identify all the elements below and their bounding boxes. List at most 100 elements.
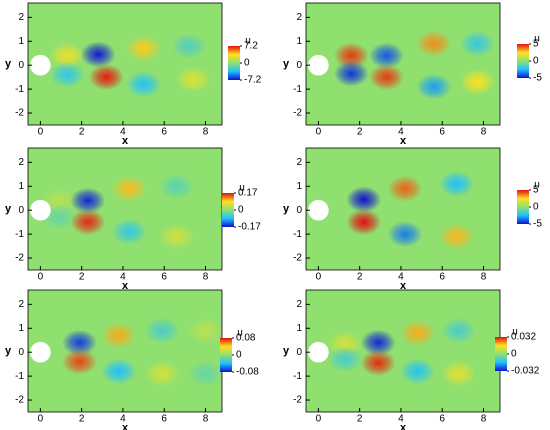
colorbar [222,193,234,227]
colorbar-tick-label: 0 [533,202,539,213]
y-tick-label: -2 [15,253,24,264]
cylinder [308,54,329,76]
cylinder [308,199,329,221]
y-tick-label: 2 [18,12,24,23]
colorbar-title: u [534,34,540,45]
x-tick-label: 6 [161,127,167,138]
x-tick-label: 6 [439,127,445,138]
plot-background [28,290,222,412]
contour-peak [187,317,222,344]
contour-peak [49,61,85,88]
y-tick-label: 0 [18,347,24,358]
field [30,173,195,250]
y-tick-label: 0 [296,347,302,358]
x-tick-label: 4 [120,272,126,283]
x-tick-label: 6 [161,414,167,425]
colorbar-tick-label: 0.17 [238,188,258,199]
colorbar [220,338,232,372]
x-tick-label: 0 [316,414,322,425]
colorbar-tick-label: -5 [533,219,542,230]
y-tick-label: 2 [296,157,302,168]
field [308,317,477,387]
y-tick-label: 2 [18,299,24,310]
contour-peak [111,218,147,245]
y-axis-label: y [5,203,12,215]
contour-peak [144,360,180,387]
y-tick-label: -2 [293,253,302,264]
y-tick-label: 0 [296,60,302,71]
contour-peak [399,319,435,347]
y-tick-label: 1 [18,36,24,47]
plot-frame [27,2,223,126]
y-tick-label: -2 [293,395,302,406]
contour-peak [346,186,382,213]
contour-peak [441,360,477,387]
colorbar-title: u [534,180,540,191]
colorbar-tick-label: 0.08 [236,333,256,344]
x-tick-label: 2 [79,127,85,138]
contour-peak [327,346,363,373]
x-tick-label: 0 [38,272,44,283]
cylinder [30,341,51,363]
colorbar-tick-label: 0 [533,56,539,67]
x-axis-label: x [122,280,129,292]
x-tick-label: 6 [161,272,167,283]
contour-peak [439,223,475,250]
y-tick-label: -1 [15,229,24,240]
x-tick-label: 2 [79,414,85,425]
contour-peak [441,317,477,344]
y-axis-label: y [283,203,290,215]
contour-peak [459,68,495,96]
contour-peak [360,349,396,377]
contour-peak [159,223,195,250]
x-tick-label: 0 [38,127,44,138]
contour-peak [187,360,222,387]
contour-peak [70,209,106,236]
x-tick-label: 0 [38,414,44,425]
colorbar [228,46,240,80]
contour-peak [175,66,211,93]
contour-peak [111,175,147,202]
y-tick-label: 1 [18,323,24,334]
field [308,30,495,100]
y-tick-label: 2 [18,157,24,168]
contour-peak [368,64,405,91]
field [30,32,211,98]
colorbar-title: u [245,36,251,47]
y-tick-label: 1 [296,36,302,47]
x-tick-label: 4 [398,414,404,425]
x-tick-label: 4 [398,127,404,138]
colorbar-title: u [237,328,243,339]
y-tick-label: -1 [293,84,302,95]
contour-peak [88,64,124,91]
plot-background [306,148,500,270]
x-axis-label: x [400,135,407,147]
colorbar-tick-label: 7.2 [244,41,258,52]
y-tick-label: 1 [296,181,302,192]
colorbar [517,44,529,78]
y-tick-label: 2 [296,12,302,23]
colorbar-tick-label: -0.08 [236,367,259,378]
plot-frame [305,2,501,126]
y-tick-label: 1 [296,323,302,334]
colorbar-tick-label: 0 [511,349,517,360]
x-tick-label: 2 [79,272,85,283]
contour-peak [101,322,137,349]
x-tick-label: 8 [481,414,487,425]
x-tick-label: 8 [203,127,209,138]
colorbar [517,190,529,224]
colorbar-tick-label: 0 [244,58,250,69]
contour-peak [126,71,162,98]
y-tick-label: -2 [15,395,24,406]
colorbar-tick-label: -0.032 [511,366,540,377]
contour-peak [439,170,475,198]
y-tick-label: -2 [293,108,302,119]
y-tick-label: -2 [15,108,24,119]
x-tick-label: 8 [203,414,209,425]
colorbar-tick-label: 0.032 [511,332,536,343]
x-axis-label: x [122,422,129,430]
colorbar-tick-label: 5 [533,39,539,50]
x-tick-label: 8 [203,272,209,283]
plot-background [306,3,500,125]
